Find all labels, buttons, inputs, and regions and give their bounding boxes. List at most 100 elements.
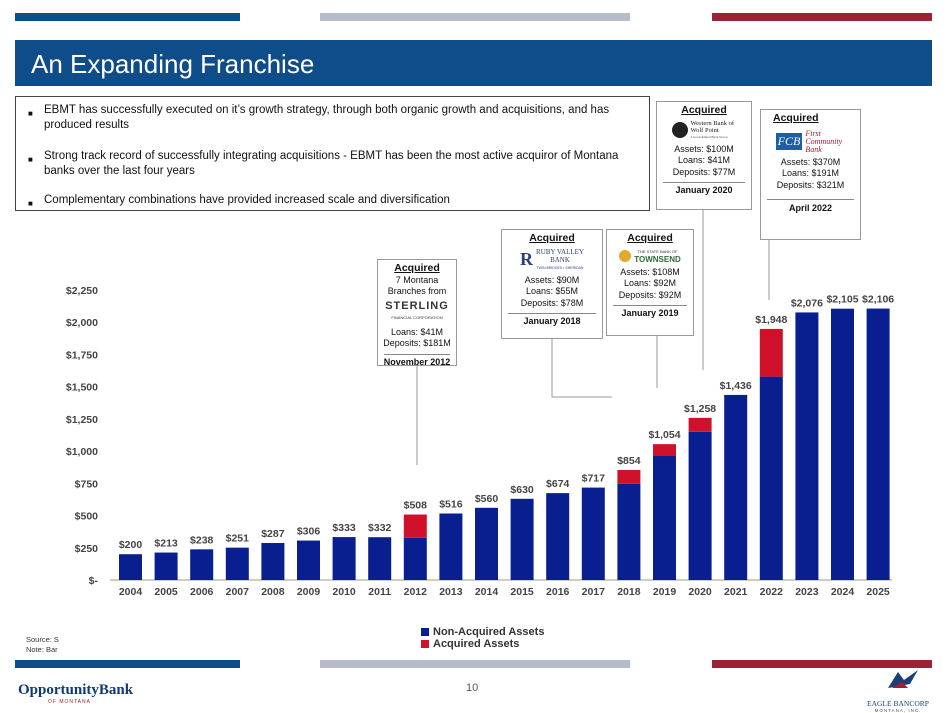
bar-non-acquired — [688, 431, 712, 580]
x-tick-label: 2019 — [653, 586, 677, 598]
bullet-icon: ■ — [28, 155, 33, 164]
x-tick-label: 2004 — [119, 586, 143, 598]
bullet-icon: ■ — [28, 109, 33, 118]
x-tick-label: 2018 — [617, 586, 641, 598]
bullets-box: ■ EBMT has successfully executed on it’s … — [15, 96, 650, 211]
data-label: $508 — [404, 500, 428, 512]
x-tick-label: 2005 — [154, 586, 178, 598]
chart-legend: Non-Acquired Assets Acquired Assets — [421, 626, 544, 650]
bar-acquired — [759, 328, 783, 377]
legend-swatch — [421, 640, 429, 648]
data-label: $2,106 — [862, 294, 894, 306]
data-label: $2,105 — [826, 294, 858, 306]
acquisition-box-wolf-point: Acquired Western Bank of Wolf Point A Co… — [656, 101, 752, 210]
data-label: $1,948 — [755, 314, 787, 326]
bar-non-acquired — [332, 537, 356, 580]
wolf-point-logo: Western Bank of Wolf Point A Consolidate… — [657, 120, 751, 141]
bullet-item: ■ Complementary combinations have provide… — [28, 193, 638, 211]
bullet-icon: ■ — [28, 199, 33, 208]
x-tick-label: 2008 — [261, 586, 285, 598]
sterling-logo: STERLING FINANCIAL CORPORATION — [385, 299, 449, 320]
x-tick-label: 2022 — [760, 586, 784, 598]
data-label: $516 — [439, 498, 463, 510]
first-community-logo: FCB First Community Bank — [775, 128, 843, 154]
data-label: $630 — [510, 484, 534, 496]
header-stripe-blue — [15, 13, 240, 21]
legend-item-acquired: Acquired Assets — [421, 638, 544, 650]
x-tick-label: 2015 — [510, 586, 534, 598]
y-tick-label: $500 — [75, 511, 99, 523]
data-label: $717 — [582, 473, 606, 485]
x-tick-label: 2006 — [190, 586, 214, 598]
bar-non-acquired — [581, 487, 605, 580]
page-number: 10 — [466, 682, 479, 694]
x-tick-label: 2011 — [368, 586, 391, 598]
bar-non-acquired — [190, 549, 214, 580]
x-tick-label: 2012 — [404, 586, 428, 598]
x-tick-label: 2007 — [226, 586, 250, 598]
y-tick-label: $1,500 — [66, 382, 98, 394]
y-tick-label: $1,750 — [66, 349, 98, 361]
bullet-item: ■ EBMT has successfully executed on it’s … — [28, 104, 610, 131]
bar-non-acquired — [225, 547, 249, 580]
x-tick-label: 2014 — [475, 586, 499, 598]
ruby-valley-mark-icon: R — [520, 248, 533, 269]
page-title: An Expanding Franchise — [31, 49, 315, 79]
bullet-item: ■ Strong track record of successfully int… — [28, 150, 619, 177]
data-label: $560 — [475, 493, 499, 505]
title-bar: An Expanding Franchise — [15, 40, 932, 86]
data-label: $238 — [190, 534, 214, 546]
bar-non-acquired — [510, 498, 534, 580]
y-tick-label: $2,000 — [66, 317, 98, 329]
bar-non-acquired — [866, 308, 890, 580]
acquisition-box-sterling: Acquired 7 Montana Branches from STERLIN… — [377, 259, 457, 367]
eagle-bancorp-logo: EAGLE BANCORP MONTANA, INC. — [858, 668, 938, 713]
data-label: $333 — [332, 522, 356, 534]
acquisition-box-townsend: Acquired THE STATE BANK OF TOWNSEND Asse… — [606, 229, 694, 336]
bar-acquired — [403, 514, 427, 538]
data-label: $2,076 — [791, 297, 823, 309]
bar-acquired — [617, 469, 641, 484]
y-tick-label: $1,000 — [66, 446, 98, 458]
data-label: $1,436 — [720, 380, 752, 392]
y-tick-label: $2,250 — [66, 285, 98, 297]
fcb-mark-icon: FCB — [775, 132, 803, 151]
bar-non-acquired — [261, 543, 285, 580]
bar-non-acquired — [759, 376, 783, 580]
eagle-icon — [888, 670, 918, 688]
data-label: $287 — [261, 528, 285, 540]
footer-stripe-red — [712, 660, 932, 668]
ruby-valley-logo: R RUBY VALLEY BANK TWIN BRIDGES • SHERID… — [520, 247, 584, 270]
legend-item-non-acquired: Non-Acquired Assets — [421, 626, 544, 638]
y-tick-label: $250 — [75, 543, 99, 555]
x-tick-label: 2010 — [332, 586, 356, 598]
townsend-logo: THE STATE BANK OF TOWNSEND — [607, 248, 693, 264]
x-tick-label: 2024 — [831, 586, 855, 598]
townsend-sun-icon — [619, 249, 632, 262]
header-stripe-red — [712, 13, 932, 21]
data-label: $332 — [368, 522, 392, 534]
data-label: $200 — [119, 539, 143, 551]
data-label: $1,258 — [684, 403, 716, 415]
footer-stripe-gray — [320, 660, 630, 668]
bar-non-acquired — [119, 554, 142, 580]
bar-non-acquired — [546, 493, 570, 580]
y-tick-label: $750 — [75, 478, 99, 490]
opportunity-bank-logo: OpportunityBank OF MONTANA — [18, 682, 134, 705]
bar-non-acquired — [831, 308, 854, 580]
wolf-icon — [671, 122, 688, 138]
header-stripe-gray — [320, 13, 630, 21]
x-tick-label: 2009 — [297, 586, 321, 598]
x-tick-label: 2025 — [866, 586, 890, 598]
source-footnote: Source: S — [26, 635, 59, 644]
data-label: $854 — [617, 455, 641, 467]
bar-non-acquired — [297, 540, 320, 580]
x-tick-label: 2021 — [724, 586, 748, 598]
bar-non-acquired — [475, 507, 498, 580]
bar-acquired — [688, 417, 712, 432]
bar-non-acquired — [617, 483, 641, 580]
bar-non-acquired — [795, 312, 819, 580]
data-label: $674 — [546, 478, 570, 490]
legend-swatch — [421, 628, 429, 636]
bar-non-acquired — [439, 513, 463, 580]
